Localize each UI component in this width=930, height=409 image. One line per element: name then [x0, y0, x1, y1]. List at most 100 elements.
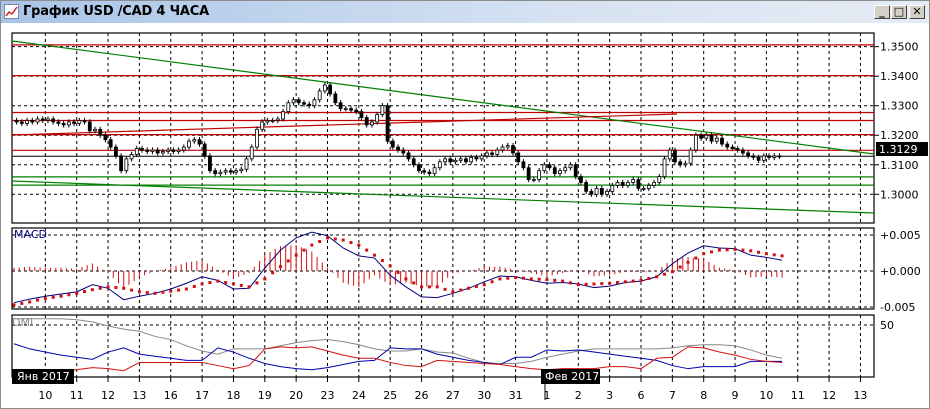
- bull-candle: [432, 167, 437, 175]
- bear-candle: [171, 149, 176, 152]
- bull-candle: [181, 146, 186, 151]
- macd-signal-dot: [349, 241, 353, 245]
- macd-signal-dot: [623, 280, 627, 284]
- macd-signal-dot: [474, 284, 478, 288]
- macd-signal-dot: [28, 300, 32, 304]
- bull-candle: [657, 176, 662, 183]
- time-axis: 10 11 12 13 16 17 18 19 20 23 24 25 26 27 30 31 1 2 3 6 7 8 9 1…: [12, 41, 921, 402]
- macd-signal-dot: [12, 303, 16, 307]
- macd-signal-dot: [506, 276, 510, 280]
- bear-candle: [751, 155, 756, 158]
- day-label: 6: [638, 389, 645, 402]
- macd-signal-dot: [694, 256, 698, 260]
- month-label-box-jan: [12, 369, 74, 384]
- macd-signal-dot: [639, 278, 643, 282]
- macd-signal-dot: [482, 283, 486, 287]
- macd-signal-dot: [373, 253, 377, 257]
- day-label: 31: [509, 389, 523, 402]
- macd-signal-dot: [114, 286, 118, 290]
- macd-signal-dot: [655, 275, 659, 279]
- price-tick-label: 1.3100: [880, 159, 919, 172]
- macd-signal-dot: [553, 278, 557, 282]
- day-label: 11: [791, 389, 805, 402]
- macd-signal-dot: [263, 277, 267, 281]
- bull-candle: [453, 159, 458, 163]
- adx-line: [14, 318, 783, 364]
- macd-signal-dot: [153, 291, 157, 295]
- macd-signal-dot: [717, 248, 721, 252]
- bear-candle: [19, 121, 24, 124]
- close-button[interactable]: ✕: [909, 5, 925, 19]
- bear-candle: [213, 170, 218, 175]
- dmi-tick-label: 50: [880, 319, 894, 332]
- macd-signal-dot: [702, 252, 706, 256]
- bull-candle: [683, 162, 688, 166]
- bear-candle: [547, 164, 552, 169]
- macd-signal-dot: [36, 298, 40, 302]
- bull-candle: [479, 155, 484, 160]
- bull-candle: [275, 118, 280, 121]
- macd-signal-dot: [568, 281, 572, 285]
- bull-candle: [568, 164, 573, 169]
- bear-candle: [422, 170, 427, 173]
- bull-candle: [234, 170, 238, 173]
- bear-candle: [103, 134, 108, 141]
- macd-signal-dot: [764, 252, 768, 256]
- bear-candle: [197, 139, 202, 145]
- macd-signal-dot: [286, 259, 290, 263]
- macd-signal-dot: [255, 281, 259, 285]
- bull-candle: [93, 128, 97, 132]
- bull-candle: [469, 156, 474, 163]
- bull-candle: [610, 185, 615, 192]
- bear-candle: [72, 121, 76, 124]
- bear-candle: [145, 149, 150, 152]
- bear-candle: [119, 155, 124, 172]
- macd-signal-dot: [576, 283, 580, 287]
- month-label-feb: Фев 2017: [545, 370, 599, 383]
- title-bar[interactable]: График USD /CAD 4 ЧАСА _ □ ✕: [1, 1, 929, 23]
- macd-signal-dot: [741, 248, 745, 252]
- macd-signal-dot: [678, 265, 682, 269]
- macd-signal-dot: [271, 271, 275, 275]
- day-label: 20: [289, 389, 303, 402]
- macd-signal-dot: [529, 277, 533, 281]
- maximize-button[interactable]: □: [891, 5, 907, 19]
- macd-signal-dot: [498, 277, 502, 281]
- panel-frame-dmi: [11, 314, 875, 378]
- bear-candle: [725, 143, 730, 148]
- month-label-jan: Янв 2017: [17, 370, 70, 383]
- macd-signal-dot: [749, 249, 753, 253]
- macd-signal-dot: [333, 237, 337, 241]
- bear-candle: [51, 118, 56, 123]
- macd-signal-dot: [75, 291, 79, 295]
- bear-candle: [385, 105, 390, 142]
- day-label: 9: [732, 389, 739, 402]
- macd-signal-dot: [404, 277, 408, 281]
- macd-signal-dot: [600, 282, 604, 286]
- macd-signal-dot: [208, 281, 212, 285]
- macd-signal-dot: [733, 247, 737, 251]
- bear-candle: [573, 164, 578, 177]
- bull-candle: [223, 170, 228, 173]
- price-tick-label: 1.3000: [880, 188, 919, 201]
- day-label: 26: [415, 389, 429, 402]
- day-label: 24: [352, 389, 366, 402]
- bull-candle: [150, 149, 155, 152]
- day-label: 30: [477, 389, 491, 402]
- bear-candle: [333, 93, 338, 104]
- bull-candle: [166, 149, 171, 152]
- bull-candle: [244, 158, 249, 170]
- month-label-box-feb: [541, 369, 600, 384]
- bull-candle: [66, 121, 71, 126]
- minimize-button[interactable]: _: [874, 5, 890, 19]
- bear-candle: [516, 152, 521, 163]
- bear-candle: [720, 137, 724, 145]
- bear-candle: [584, 182, 589, 192]
- bear-candle: [579, 176, 583, 183]
- bear-candle: [390, 140, 395, 148]
- bull-candle: [270, 120, 275, 122]
- plus-di-line: [13, 343, 783, 371]
- bull-candle: [291, 99, 296, 104]
- bear-candle: [364, 117, 369, 126]
